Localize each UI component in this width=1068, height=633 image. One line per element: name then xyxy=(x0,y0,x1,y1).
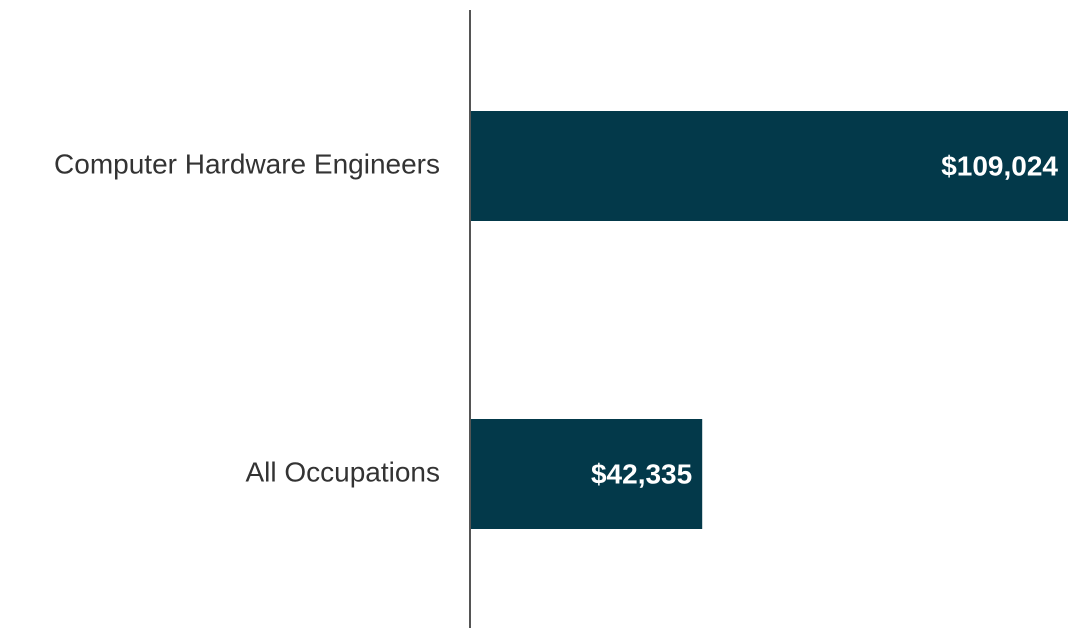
value-label: $109,024 xyxy=(941,150,1058,181)
category-label: Computer Hardware Engineers xyxy=(54,148,440,179)
value-label: $42,335 xyxy=(591,458,692,489)
bar xyxy=(470,419,703,529)
bar xyxy=(470,111,1068,221)
category-label: All Occupations xyxy=(245,456,440,487)
